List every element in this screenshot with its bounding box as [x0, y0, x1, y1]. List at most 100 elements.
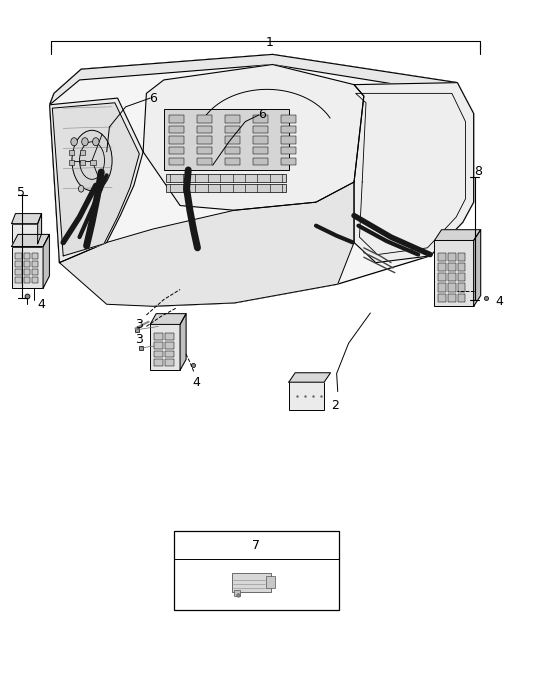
Bar — [169, 137, 184, 144]
Bar — [165, 333, 173, 340]
Polygon shape — [11, 234, 50, 246]
Bar — [232, 573, 271, 592]
Bar — [458, 283, 465, 291]
Bar — [225, 157, 240, 165]
Bar — [11, 246, 43, 288]
Bar — [448, 283, 456, 291]
Bar — [458, 253, 465, 261]
Bar — [448, 253, 456, 261]
Bar — [253, 147, 268, 154]
Bar — [169, 147, 184, 154]
Text: 1: 1 — [266, 36, 274, 49]
Bar — [32, 277, 38, 283]
Polygon shape — [143, 65, 364, 210]
Bar — [32, 252, 38, 259]
Ellipse shape — [72, 131, 112, 190]
Bar — [80, 160, 85, 166]
Bar — [150, 324, 180, 370]
Polygon shape — [52, 103, 140, 256]
Bar — [165, 351, 173, 357]
Polygon shape — [150, 314, 186, 324]
Bar — [253, 137, 268, 144]
Bar — [69, 150, 74, 155]
Polygon shape — [289, 373, 330, 382]
Bar — [32, 260, 38, 267]
Bar — [225, 115, 240, 122]
Bar — [154, 351, 163, 357]
Bar — [23, 252, 30, 259]
Polygon shape — [38, 213, 41, 244]
Bar — [164, 110, 289, 170]
Circle shape — [93, 138, 99, 146]
Bar — [154, 333, 163, 340]
Bar — [458, 263, 465, 271]
Text: 4: 4 — [192, 376, 201, 389]
Bar — [281, 137, 296, 144]
Polygon shape — [50, 55, 457, 105]
Circle shape — [78, 185, 84, 192]
Bar — [15, 260, 22, 267]
Bar — [173, 530, 340, 610]
Bar — [80, 150, 85, 155]
Text: 4: 4 — [38, 297, 45, 311]
Bar — [438, 253, 446, 261]
Circle shape — [97, 185, 102, 192]
Bar — [253, 157, 268, 165]
Text: 3: 3 — [135, 318, 143, 331]
Bar — [11, 223, 38, 244]
Polygon shape — [43, 234, 50, 288]
Polygon shape — [59, 182, 354, 306]
Polygon shape — [50, 55, 474, 306]
Bar — [15, 277, 22, 283]
Bar — [281, 147, 296, 154]
Bar — [197, 157, 213, 165]
Bar — [438, 293, 446, 302]
Circle shape — [82, 138, 88, 146]
Bar — [169, 115, 184, 122]
Bar — [23, 260, 30, 267]
Bar — [234, 590, 240, 596]
Bar — [448, 263, 456, 271]
Bar — [225, 147, 240, 154]
Bar — [197, 137, 213, 144]
Polygon shape — [11, 213, 41, 223]
Bar — [197, 126, 213, 133]
Bar — [154, 342, 163, 349]
Polygon shape — [434, 229, 481, 240]
Polygon shape — [50, 98, 143, 262]
Text: 5: 5 — [17, 186, 26, 199]
Bar — [197, 115, 213, 122]
Bar — [166, 174, 286, 182]
Bar — [15, 252, 22, 259]
Text: 6: 6 — [149, 92, 157, 104]
Bar — [23, 269, 30, 275]
Bar — [169, 157, 184, 165]
Bar — [165, 342, 173, 349]
Text: 8: 8 — [474, 166, 482, 178]
Polygon shape — [474, 229, 481, 306]
Bar — [169, 126, 184, 133]
Polygon shape — [180, 314, 186, 370]
Bar — [289, 382, 324, 411]
Bar — [23, 277, 30, 283]
Text: 7: 7 — [252, 538, 261, 552]
Circle shape — [71, 138, 77, 146]
Bar — [15, 269, 22, 275]
Bar — [69, 160, 74, 166]
Bar — [165, 359, 173, 366]
Bar — [32, 269, 38, 275]
Polygon shape — [354, 83, 474, 262]
Bar — [90, 160, 96, 166]
Bar — [448, 273, 456, 281]
Bar — [225, 126, 240, 133]
Bar — [154, 359, 163, 366]
Text: 6: 6 — [258, 108, 265, 121]
Text: 2: 2 — [331, 398, 339, 411]
Bar — [438, 263, 446, 271]
Bar — [458, 273, 465, 281]
Bar — [281, 126, 296, 133]
Bar — [225, 137, 240, 144]
Bar — [434, 240, 474, 306]
Bar — [438, 283, 446, 291]
Bar — [458, 293, 465, 302]
